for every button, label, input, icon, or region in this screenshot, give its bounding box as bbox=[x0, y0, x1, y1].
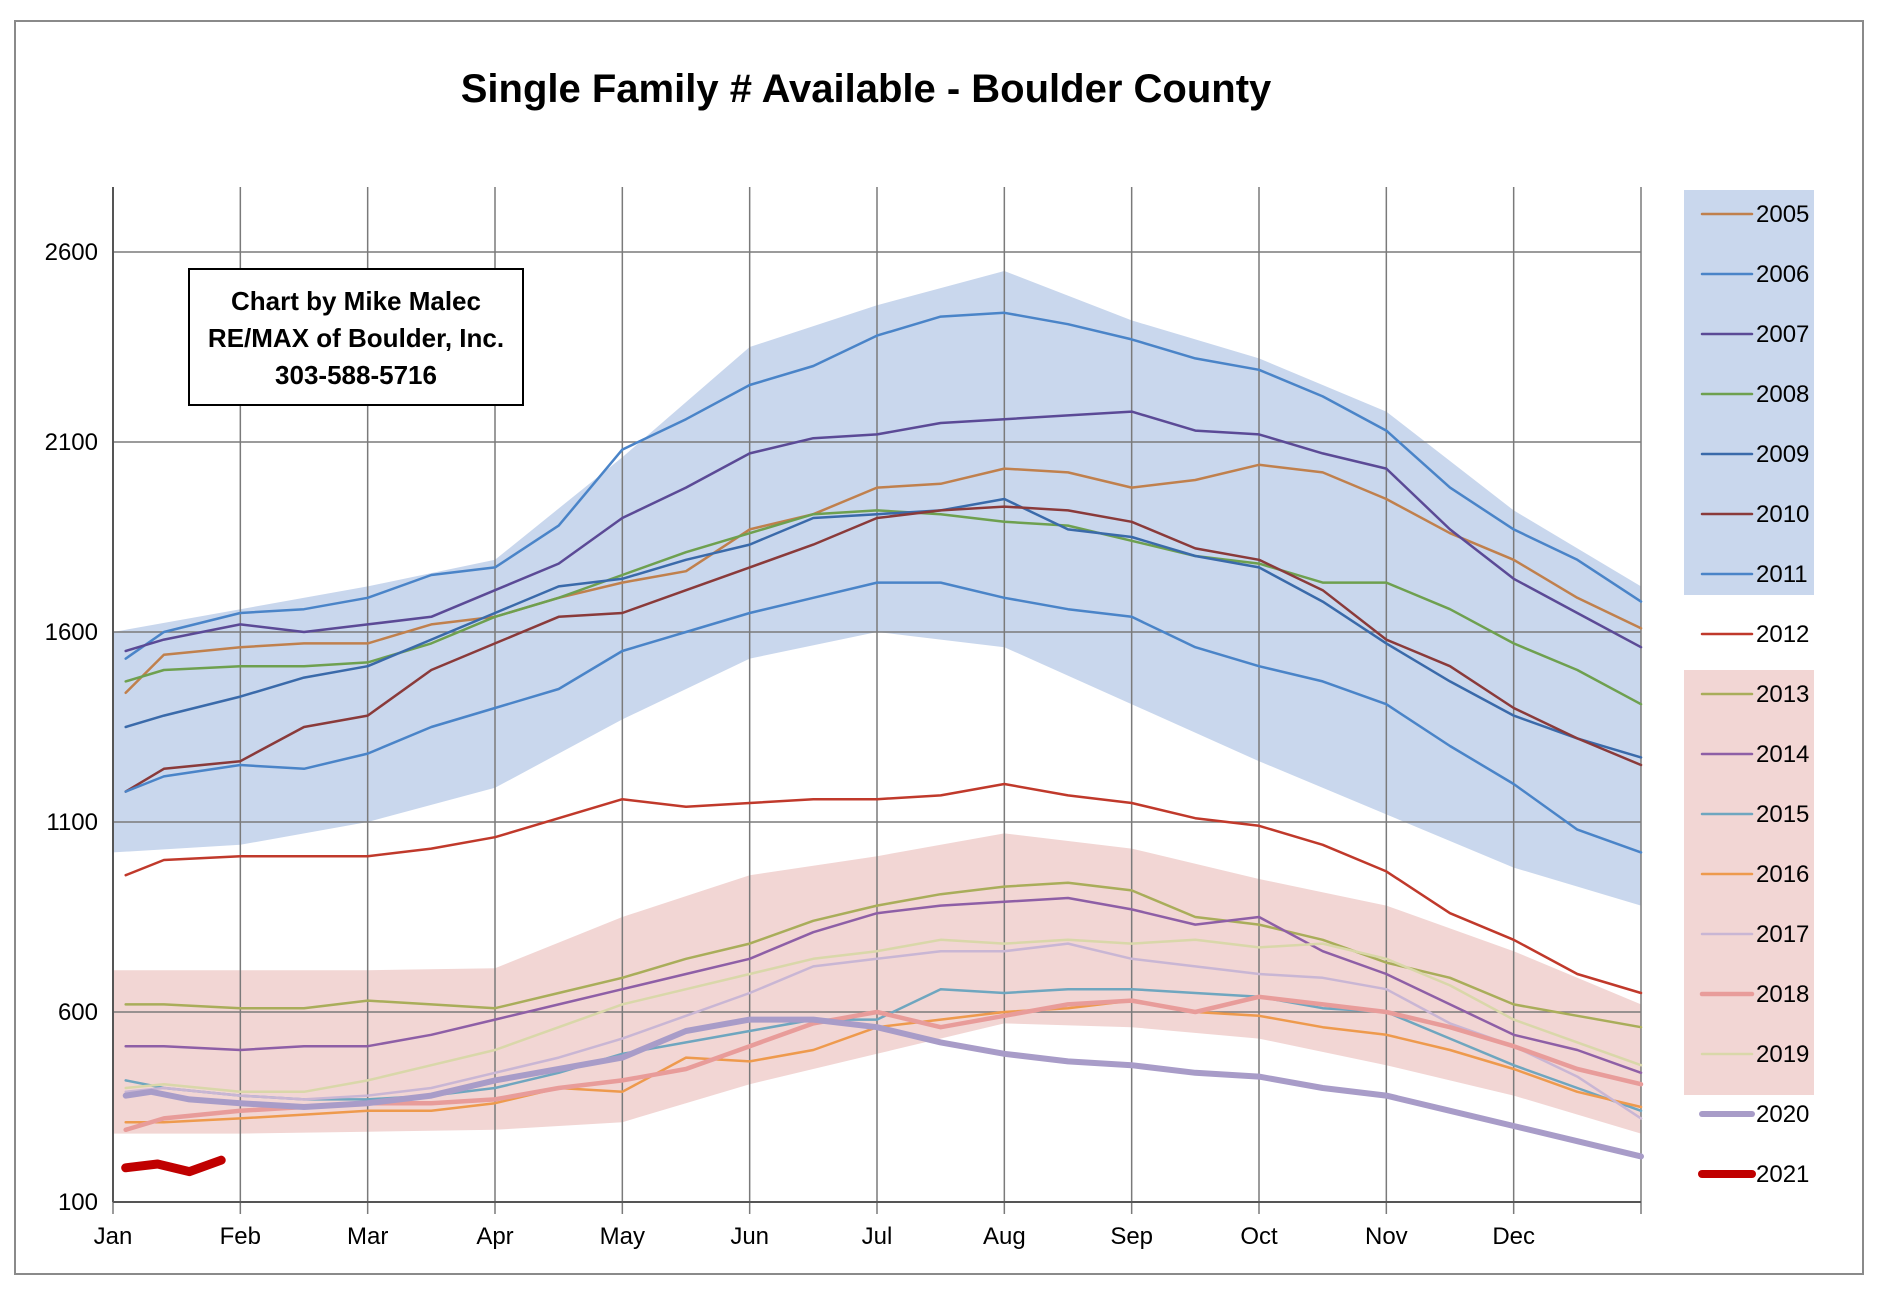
chart-frame: Single Family # Available - Boulder Coun… bbox=[14, 20, 1864, 1275]
series-line-2011 bbox=[124, 581, 1643, 854]
chart-title: Single Family # Available - Boulder Coun… bbox=[461, 67, 1272, 111]
legend-label-2016: 2016 bbox=[1756, 861, 1809, 888]
legend-label-2021: 2021 bbox=[1756, 1161, 1809, 1188]
legend-label-2010: 2010 bbox=[1756, 501, 1809, 528]
series-line-2013 bbox=[124, 881, 1643, 1029]
series-line-2006 bbox=[124, 311, 1643, 660]
series-line-2020 bbox=[122, 1016, 1644, 1160]
x-tick-label: Oct bbox=[1240, 1223, 1278, 1250]
series-line-2010 bbox=[124, 505, 1643, 793]
series-line-2005 bbox=[124, 463, 1643, 695]
legend-label-2005: 2005 bbox=[1756, 201, 1809, 228]
y-tick-label: 100 bbox=[58, 1189, 98, 1216]
legend-label-2018: 2018 bbox=[1756, 981, 1809, 1008]
y-tick-label: 1600 bbox=[45, 619, 98, 646]
x-tick-label: Feb bbox=[220, 1223, 261, 1250]
y-tick-label: 600 bbox=[58, 999, 98, 1026]
legend-label-2009: 2009 bbox=[1756, 441, 1809, 468]
legend-label-2008: 2008 bbox=[1756, 381, 1809, 408]
legend-label-2006: 2006 bbox=[1756, 261, 1809, 288]
series-lines bbox=[121, 311, 1644, 1177]
legend-label-2019: 2019 bbox=[1756, 1041, 1809, 1068]
series-line-2019 bbox=[124, 938, 1643, 1094]
chart-canvas: Single Family # Available - Boulder Coun… bbox=[45, 67, 1814, 1250]
credit-box: Chart by Mike Malec RE/MAX of Boulder, I… bbox=[188, 268, 524, 406]
series-line-2007 bbox=[124, 410, 1643, 653]
series-line-2008 bbox=[124, 509, 1643, 706]
credit-line-1: Chart by Mike Malec bbox=[231, 286, 481, 316]
x-tick-label: Jul bbox=[862, 1223, 893, 1250]
x-tick-label: Apr bbox=[476, 1223, 513, 1250]
x-tick-label: Mar bbox=[347, 1223, 388, 1250]
legend-band-bg-2 bbox=[1684, 670, 1814, 1095]
credit-line-3: 303-588-5716 bbox=[275, 360, 437, 390]
legend-label-2007: 2007 bbox=[1756, 321, 1809, 348]
x-tick-label: Jun bbox=[730, 1223, 769, 1250]
x-tick-label: May bbox=[600, 1223, 645, 1250]
grid-lines bbox=[112, 187, 1642, 1214]
legend-label-2011: 2011 bbox=[1756, 561, 1808, 588]
legend-label-2014: 2014 bbox=[1756, 741, 1809, 768]
axes bbox=[112, 187, 1641, 1203]
x-tick-label: Aug bbox=[983, 1223, 1026, 1250]
x-tick-label: Dec bbox=[1492, 1223, 1535, 1250]
series-line-2017 bbox=[124, 942, 1643, 1120]
legend-label-2012: 2012 bbox=[1756, 621, 1809, 648]
x-tick-label: Sep bbox=[1110, 1223, 1153, 1250]
series-line-2014 bbox=[124, 896, 1643, 1075]
x-tick-label: Jan bbox=[94, 1223, 133, 1250]
x-tick-label: Nov bbox=[1365, 1223, 1408, 1250]
legend-label-2017: 2017 bbox=[1756, 921, 1809, 948]
y-tick-label: 2100 bbox=[45, 429, 98, 456]
series-line-2012 bbox=[124, 782, 1643, 995]
y-tick-label: 2600 bbox=[45, 239, 98, 266]
legend: 2005 2006 2007 2008 2009 2010 2011 2012 2013 2014… bbox=[1684, 190, 1814, 1188]
series-line-2009 bbox=[124, 497, 1643, 759]
legend-label-2013: 2013 bbox=[1756, 681, 1809, 708]
legend-label-2020: 2020 bbox=[1756, 1101, 1809, 1128]
tick-labels: 100 600 1100 1600 2100 2600 Jan Feb Mar Apr May Jun… bbox=[45, 239, 1535, 1250]
legend-band-bg-1 bbox=[1684, 190, 1814, 595]
series-line-2021 bbox=[121, 1155, 226, 1177]
credit-box-border bbox=[188, 268, 524, 406]
credit-line-2: RE/MAX of Boulder, Inc. bbox=[208, 323, 504, 353]
y-tick-label: 1100 bbox=[46, 809, 98, 836]
legend-label-2015: 2015 bbox=[1756, 801, 1809, 828]
